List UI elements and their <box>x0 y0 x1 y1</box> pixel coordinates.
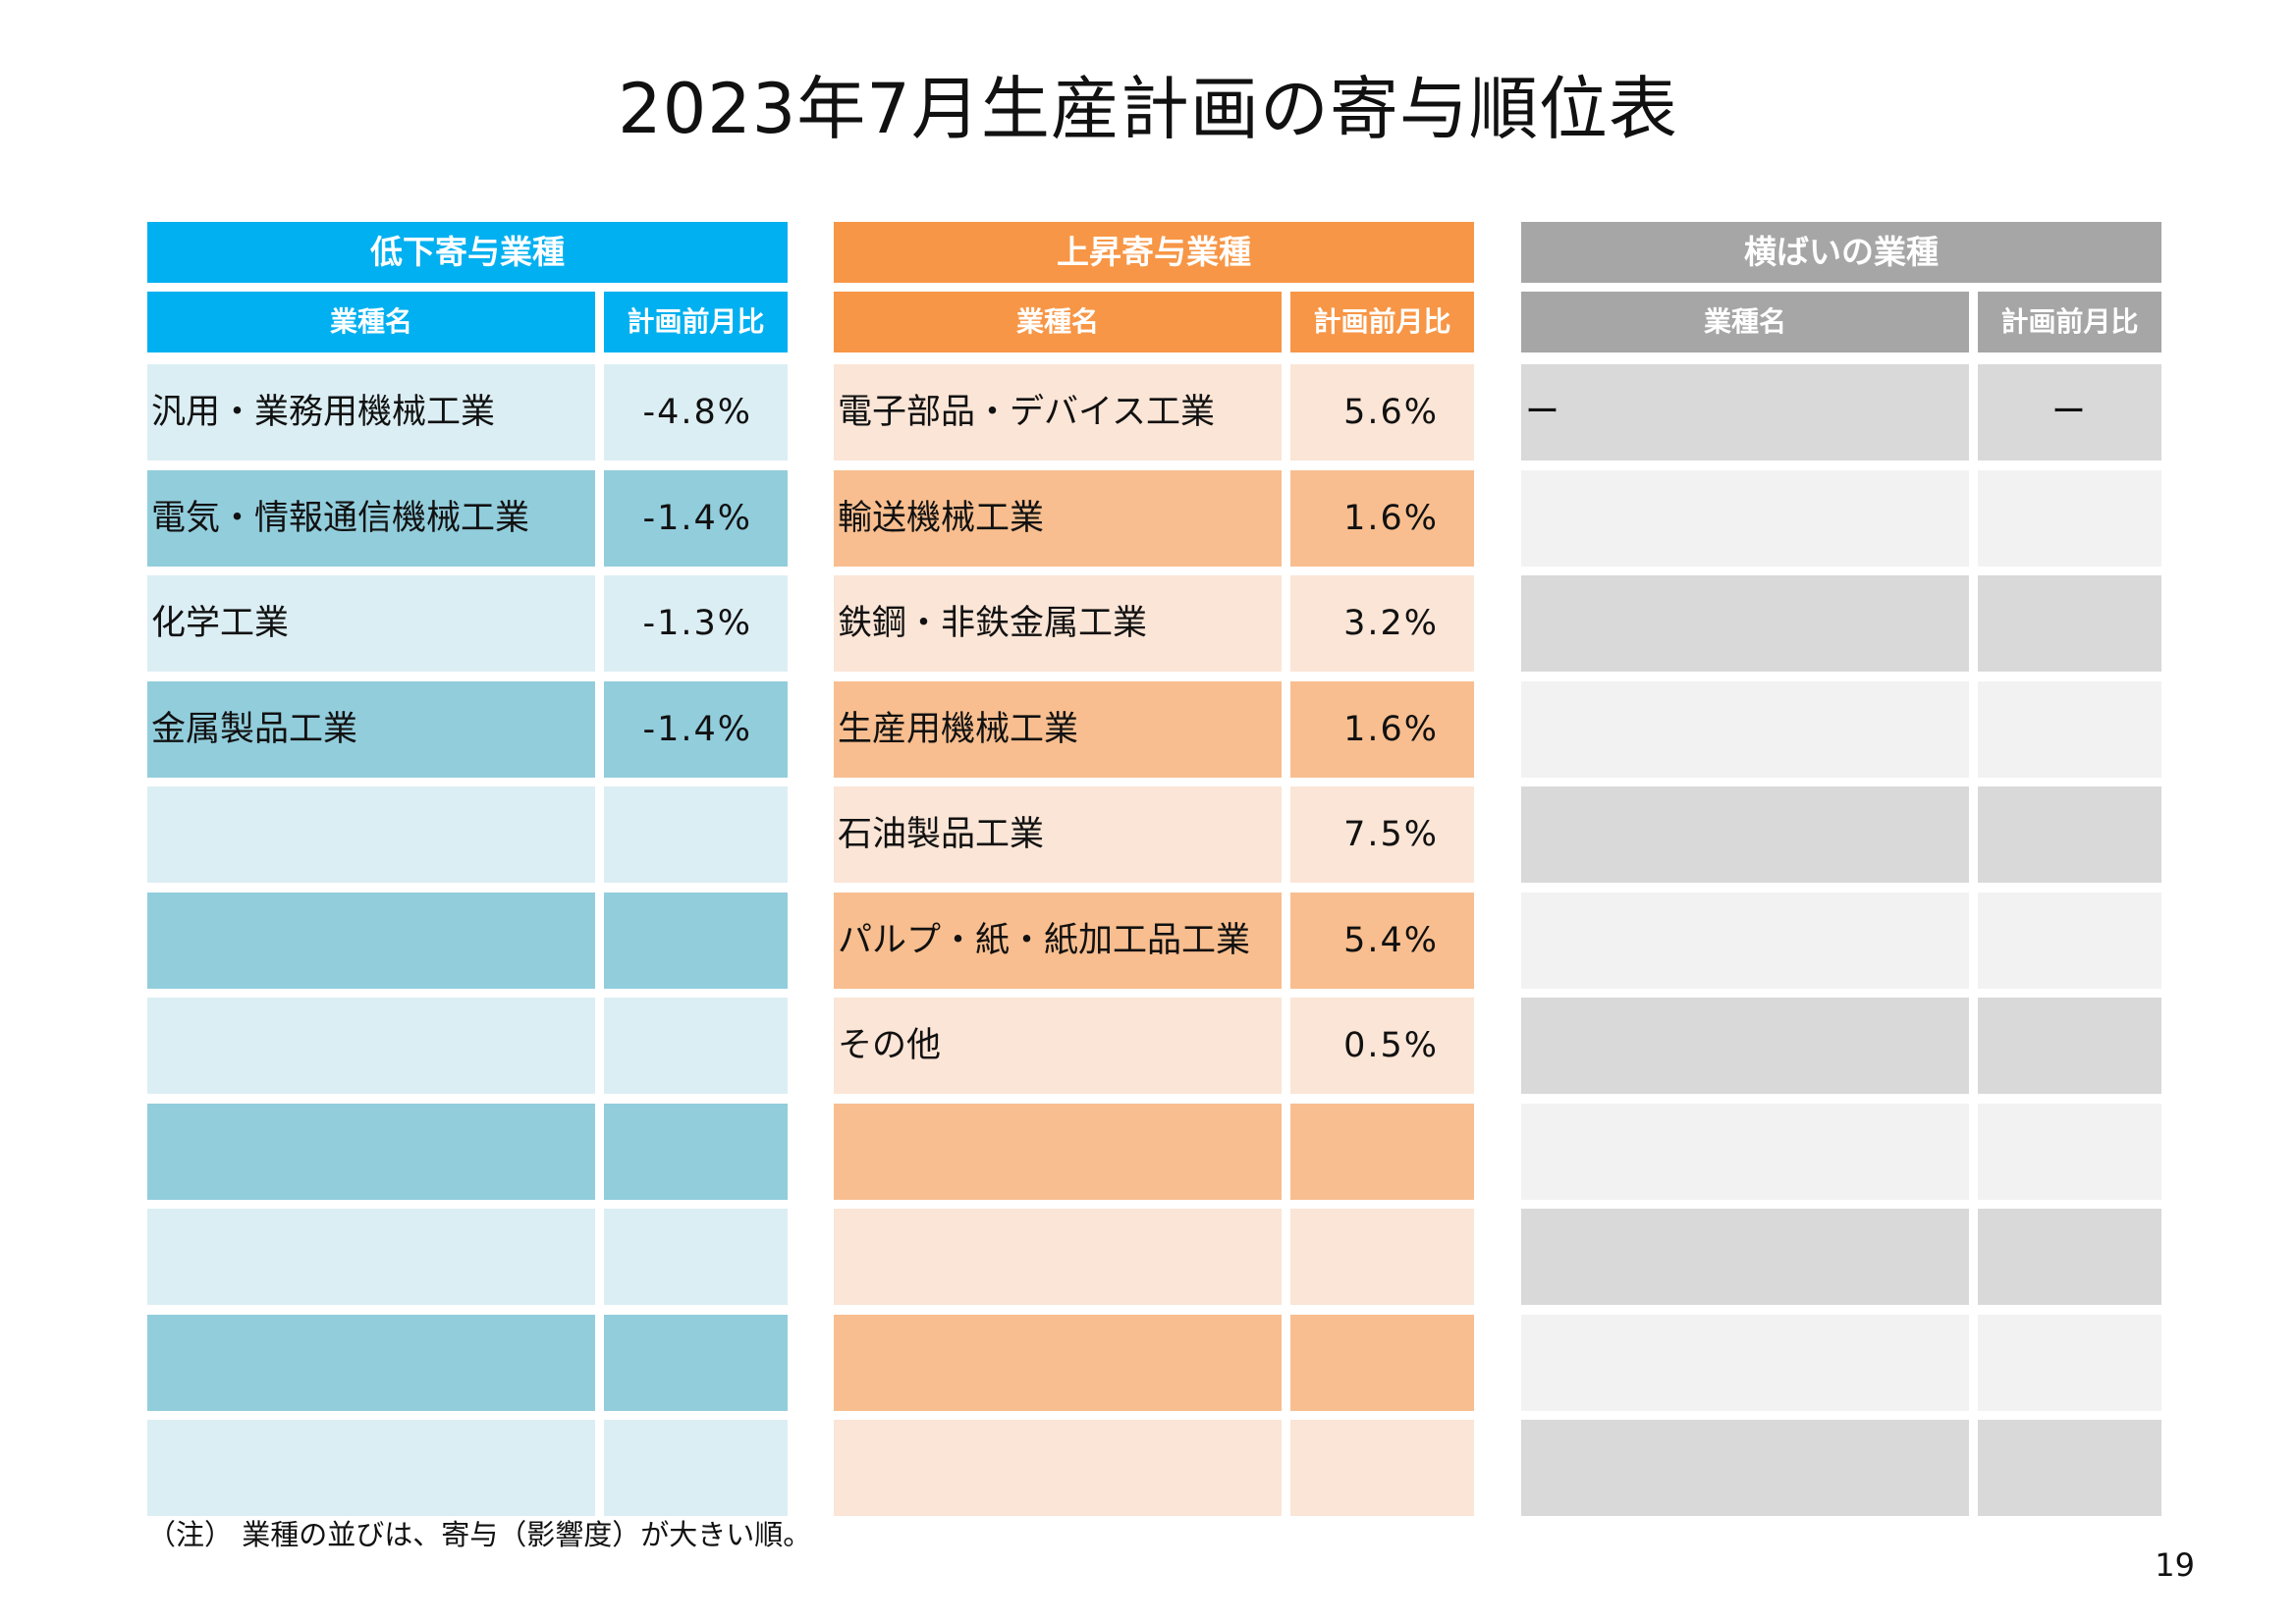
mom-change-cell: 5.4% <box>1290 893 1474 989</box>
industry-name-cell: 汎用・業務用機械工業 <box>147 364 595 460</box>
industry-name-cell <box>1521 575 1969 672</box>
mom-change-cell: 1.6% <box>1290 470 1474 567</box>
mom-change-cell: -4.8% <box>604 364 788 460</box>
industry-name-cell <box>834 1209 1282 1305</box>
industry-name-cell <box>1521 893 1969 989</box>
mom-change-cell <box>604 786 788 883</box>
mom-change-cell: 7.5% <box>1290 786 1474 883</box>
mom-change-cell <box>1978 1209 2161 1305</box>
mom-change-cell: 5.6% <box>1290 364 1474 460</box>
industry-name-cell <box>1521 1420 1969 1516</box>
page-number: 19 <box>2155 1546 2195 1584</box>
mom-change-cell: -1.4% <box>604 681 788 778</box>
column-header-industry: 業種名 <box>1521 292 1969 352</box>
industry-name-cell: ー <box>1521 364 1969 460</box>
industry-name-cell: 石油製品工業 <box>834 786 1282 883</box>
mom-change-cell <box>604 1209 788 1305</box>
industry-name-cell: 輸送機械工業 <box>834 470 1282 567</box>
industry-name-cell <box>1521 1209 1969 1305</box>
mom-change-cell <box>1290 1420 1474 1516</box>
industry-name-cell <box>147 1209 595 1305</box>
column-header-mom-change: 計画前月比 <box>604 292 788 352</box>
industry-name-cell <box>147 1315 595 1411</box>
industry-name-cell: その他 <box>834 998 1282 1094</box>
industry-name-cell <box>147 786 595 883</box>
mom-change-cell: 3.2% <box>1290 575 1474 672</box>
industry-name-cell <box>834 1420 1282 1516</box>
page-title: 2023年7月生産計画の寄与順位表 <box>618 69 1678 149</box>
industry-name-cell <box>834 1315 1282 1411</box>
panel-title: 上昇寄与業種 <box>834 222 1474 283</box>
industry-name-cell: パルプ・紙・紙加工品工業 <box>834 893 1282 989</box>
mom-change-cell: 1.6% <box>1290 681 1474 778</box>
industry-name-cell <box>147 1420 595 1516</box>
industry-name-cell <box>834 1104 1282 1200</box>
column-header-mom-change: 計画前月比 <box>1290 292 1474 352</box>
industry-name-cell: 生産用機械工業 <box>834 681 1282 778</box>
footnote: （注） 業種の並びは、寄与（影響度）が大きい順。 <box>147 1518 812 1551</box>
mom-change-cell <box>604 1315 788 1411</box>
industry-name-cell <box>1521 786 1969 883</box>
mom-change-cell <box>604 1104 788 1200</box>
industry-name-cell <box>1521 681 1969 778</box>
column-header-mom-change: 計画前月比 <box>1978 292 2161 352</box>
mom-change-cell: ー <box>1978 364 2161 460</box>
industry-name-cell: 化学工業 <box>147 575 595 672</box>
industry-name-cell <box>147 893 595 989</box>
mom-change-cell <box>1290 1315 1474 1411</box>
mom-change-cell <box>1290 1209 1474 1305</box>
mom-change-cell <box>604 1420 788 1516</box>
mom-change-cell <box>1978 470 2161 567</box>
panel-title: 低下寄与業種 <box>147 222 788 283</box>
industry-name-cell: 電子部品・デバイス工業 <box>834 364 1282 460</box>
column-header-industry: 業種名 <box>147 292 595 352</box>
mom-change-cell <box>604 893 788 989</box>
industry-name-cell: 鉄鋼・非鉄金属工業 <box>834 575 1282 672</box>
mom-change-cell <box>1978 1104 2161 1200</box>
mom-change-cell <box>1978 998 2161 1094</box>
mom-change-cell <box>1978 681 2161 778</box>
industry-name-cell: 金属製品工業 <box>147 681 595 778</box>
mom-change-cell <box>1978 786 2161 883</box>
column-header-industry: 業種名 <box>834 292 1282 352</box>
industry-name-cell <box>147 998 595 1094</box>
mom-change-cell <box>1978 575 2161 672</box>
industry-name-cell <box>1521 1315 1969 1411</box>
industry-name-cell <box>1521 470 1969 567</box>
mom-change-cell <box>1978 1420 2161 1516</box>
mom-change-cell: -1.4% <box>604 470 788 567</box>
mom-change-cell <box>1978 893 2161 989</box>
industry-name-cell <box>147 1104 595 1200</box>
mom-change-cell: -1.3% <box>604 575 788 672</box>
industry-name-cell <box>1521 998 1969 1094</box>
mom-change-cell <box>604 998 788 1094</box>
mom-change-cell <box>1290 1104 1474 1200</box>
industry-name-cell <box>1521 1104 1969 1200</box>
industry-name-cell: 電気・情報通信機械工業 <box>147 470 595 567</box>
mom-change-cell <box>1978 1315 2161 1411</box>
panel-title: 横ばいの業種 <box>1521 222 2161 283</box>
mom-change-cell: 0.5% <box>1290 998 1474 1094</box>
